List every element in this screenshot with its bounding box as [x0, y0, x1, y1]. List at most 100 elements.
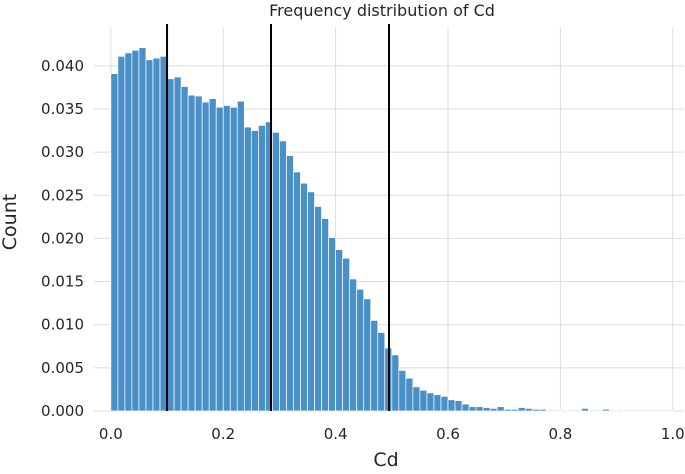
histogram-bar [482, 407, 491, 412]
histogram-bar [651, 409, 660, 412]
histogram-bar [440, 395, 449, 412]
tick-labels: 0.0 0.2 0.4 0.6 0.8 1.0 0.000 0.005 0.010 0.015 0.… [41, 57, 685, 443]
histogram-bar [236, 100, 245, 412]
histogram-bar [454, 400, 463, 412]
histogram-bar [391, 354, 400, 412]
y-tick-label: 0.015 [41, 273, 84, 291]
histogram-bar [138, 47, 147, 412]
histogram-bar [166, 78, 175, 412]
histogram-bar [152, 57, 161, 412]
histogram-bar [581, 408, 589, 412]
histogram-bar [272, 131, 280, 412]
histogram-bar [173, 76, 182, 412]
histogram-bar [363, 298, 372, 412]
histogram-bar [658, 409, 667, 412]
histogram-bar [665, 409, 674, 412]
x-tick-label: 0.2 [211, 425, 235, 443]
histogram-bar [644, 409, 653, 412]
histogram-bar [145, 59, 154, 412]
histogram-bar [433, 394, 442, 412]
y-tick-label: 0.025 [41, 186, 84, 204]
histogram-bar [342, 257, 351, 412]
histogram-bar [412, 386, 421, 412]
vertical-markers [166, 24, 390, 411]
histogram-bar [545, 409, 554, 412]
histogram-bar [279, 140, 287, 412]
histogram-bar [300, 182, 308, 412]
histogram-bar [517, 407, 526, 412]
histogram-bar [426, 392, 435, 412]
histogram-bar [447, 399, 456, 412]
histogram-bar [468, 406, 477, 412]
histogram-bar [187, 94, 196, 412]
histogram-bar [229, 106, 238, 412]
histogram-bar [208, 98, 217, 412]
histogram-bar [180, 86, 189, 412]
x-tick-label: 0.6 [436, 425, 460, 443]
histogram-bar [595, 409, 603, 412]
histogram-bar [623, 409, 631, 412]
x-tick-label: 1.0 [661, 425, 685, 443]
histogram-bar [609, 409, 617, 412]
x-tick-label: 0.4 [324, 425, 348, 443]
y-tick-label: 0.010 [41, 316, 84, 334]
histogram-bar [222, 105, 231, 412]
histogram-bar [258, 125, 266, 412]
histogram-bar [405, 377, 414, 412]
histogram-bar [335, 249, 343, 412]
histogram-bar [538, 408, 547, 412]
histogram-bar [419, 389, 428, 412]
histogram-bar [602, 408, 610, 412]
histogram-bar [398, 370, 407, 412]
y-tick-label: 0.035 [41, 100, 84, 118]
histogram-bar [567, 409, 575, 412]
histogram-bar [616, 409, 624, 412]
chart-title: Frequency distribution of Cd [269, 1, 495, 20]
histogram-bar [553, 409, 561, 412]
histogram-bar [475, 406, 484, 412]
y-tick-label: 0.005 [41, 359, 84, 377]
histogram-bar [215, 106, 224, 412]
x-tick-label: 0.8 [548, 425, 572, 443]
histogram-bar [503, 408, 512, 412]
histogram-bar [510, 408, 519, 412]
histogram-bar [194, 95, 203, 412]
histogram-bar [307, 191, 315, 412]
histogram-bar [637, 409, 646, 412]
histogram-bars [110, 47, 674, 412]
histogram-bar [630, 409, 638, 412]
histogram-bar [117, 55, 126, 412]
y-tick-label: 0.020 [41, 229, 84, 247]
x-axis-title: Cd [373, 449, 398, 469]
histogram-bar [461, 403, 470, 412]
histogram-bar [201, 101, 210, 412]
y-axis-title: Count [0, 194, 21, 250]
y-tick-label: 0.000 [41, 402, 84, 420]
y-tick-label: 0.030 [41, 143, 84, 161]
histogram-bar [349, 278, 358, 412]
histogram-bar [328, 237, 336, 412]
x-tick-label: 0.0 [99, 425, 123, 443]
y-tick-label: 0.040 [41, 57, 84, 75]
histogram-bar [524, 408, 533, 412]
histogram-bar [293, 171, 301, 412]
histogram-bar [489, 408, 498, 412]
histogram-bar [588, 409, 596, 412]
histogram-bar [110, 73, 119, 412]
histogram-bar [124, 52, 133, 412]
histogram-bar [131, 49, 140, 412]
histogram-bar [250, 130, 259, 412]
histogram-bar [356, 288, 365, 412]
histogram-bar [243, 126, 252, 412]
histogram-bar [574, 409, 582, 412]
histogram-bar [321, 218, 329, 412]
histogram-bar [560, 409, 568, 412]
histogram-bar [159, 55, 168, 412]
histogram-bar [531, 408, 540, 412]
histogram-bar [377, 332, 386, 412]
histogram-bar [370, 320, 379, 412]
histogram-bar [496, 406, 505, 412]
histogram-bar [314, 206, 322, 412]
